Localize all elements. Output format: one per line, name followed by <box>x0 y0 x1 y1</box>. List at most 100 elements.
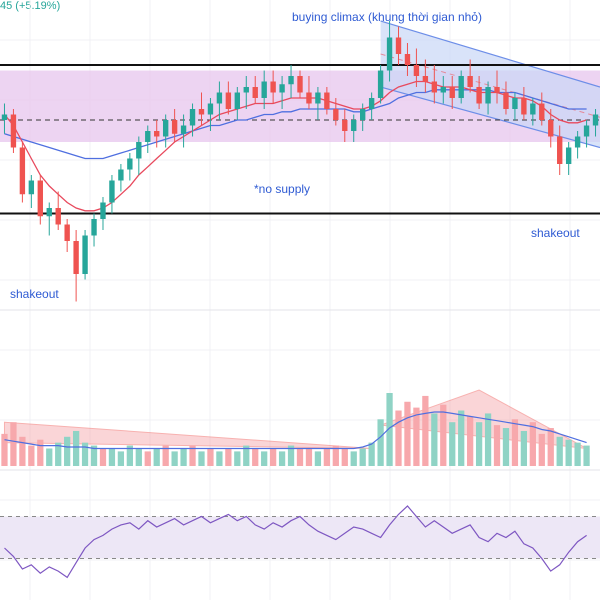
candle-body <box>261 81 267 98</box>
candle-body <box>189 109 196 126</box>
volume-bar <box>395 410 402 466</box>
candle-body <box>539 103 545 120</box>
candle-body <box>404 54 411 65</box>
candle-body <box>55 208 61 225</box>
candle-body <box>198 109 205 115</box>
volume-bar <box>46 448 53 466</box>
volume-triangle <box>3 421 372 449</box>
volume-bar <box>234 451 241 466</box>
volume-bar <box>287 445 295 466</box>
candle-body <box>162 120 169 137</box>
volume-bar <box>350 451 357 466</box>
candle-body <box>458 76 464 98</box>
annotation-buying-climax: buying climax (khung thời gian nhỏ) <box>292 10 482 24</box>
rsi-pane <box>0 505 600 579</box>
candle-body <box>19 147 26 195</box>
volume-bar <box>502 428 510 466</box>
volume-bar <box>144 451 151 466</box>
candle-body <box>413 65 420 76</box>
channel-lower-line <box>380 86 600 149</box>
volume-bar <box>278 451 286 466</box>
candle-body <box>288 76 294 85</box>
candle-body <box>548 120 554 137</box>
volume-bar <box>55 442 62 466</box>
candle-body <box>207 103 214 115</box>
candle-body <box>494 87 500 93</box>
candle-body <box>46 208 52 217</box>
candle-body <box>216 92 223 104</box>
candle-body <box>449 87 455 98</box>
volume-bar <box>72 430 80 466</box>
candle-body <box>351 120 357 131</box>
volume-bar <box>90 445 98 466</box>
candle-body <box>386 37 393 71</box>
volume-bar <box>359 448 366 466</box>
candle-body <box>297 76 303 93</box>
candle-body <box>315 92 321 104</box>
candle-body <box>91 219 97 236</box>
volume-bar <box>484 413 492 466</box>
volume-bar <box>323 448 330 466</box>
candle-body <box>64 224 70 241</box>
candle-body <box>154 131 160 137</box>
volume-bar <box>565 439 572 466</box>
volume-ma-line <box>4 411 587 450</box>
candle-body <box>306 92 312 104</box>
volume-bar <box>467 416 474 466</box>
volume-bar <box>225 448 232 466</box>
volume-bar <box>440 404 447 466</box>
candle-body <box>565 147 572 164</box>
channel-upper-line <box>380 20 600 88</box>
volume-bar <box>458 410 465 466</box>
candle-body <box>512 98 518 109</box>
volume-bar <box>28 445 35 466</box>
candle-body <box>422 76 429 82</box>
volume-bar <box>126 445 133 466</box>
candle-body <box>279 84 285 93</box>
candle-body <box>333 109 339 120</box>
candle-body <box>1 114 8 120</box>
candle-body <box>440 87 446 93</box>
candle-body <box>485 87 491 104</box>
volume-bar <box>108 448 116 466</box>
volume-bar <box>493 425 501 466</box>
volume-bar <box>422 395 429 466</box>
candle-body <box>368 98 375 109</box>
candle-body <box>28 180 35 195</box>
candle-body <box>521 98 527 115</box>
volume-bar <box>538 433 545 466</box>
volume-bar <box>189 445 196 466</box>
rsi-band <box>0 516 600 559</box>
volume-bar <box>341 448 348 466</box>
volume-bar <box>64 436 71 466</box>
volume-bar <box>37 439 44 466</box>
volume-bar <box>216 451 223 466</box>
volume-bar <box>449 422 456 466</box>
candle-body <box>225 92 232 109</box>
candle-body <box>243 87 249 93</box>
volume-bar <box>314 451 322 466</box>
volume-bar <box>207 448 214 466</box>
candle-body <box>145 131 151 142</box>
candle-body <box>503 92 509 109</box>
volume-bar <box>547 428 554 466</box>
candle-body <box>127 158 133 170</box>
volume-bar <box>520 430 528 466</box>
candle-body <box>37 180 43 217</box>
volume-bar <box>431 413 438 466</box>
volume-bar <box>413 407 420 466</box>
volume-bar <box>404 401 411 466</box>
volume-bar <box>261 451 268 466</box>
volume-bar <box>574 442 581 466</box>
candle-body <box>360 109 366 120</box>
volume-bar <box>243 445 250 466</box>
volume-bar <box>153 448 160 466</box>
candle-body <box>109 180 115 203</box>
candle-body <box>180 125 187 134</box>
volume-bar <box>511 419 519 466</box>
candle-body <box>530 103 536 115</box>
annotation-no-supply: *no supply <box>254 182 311 196</box>
volume-bar <box>117 451 125 466</box>
volume-bar <box>198 451 205 466</box>
